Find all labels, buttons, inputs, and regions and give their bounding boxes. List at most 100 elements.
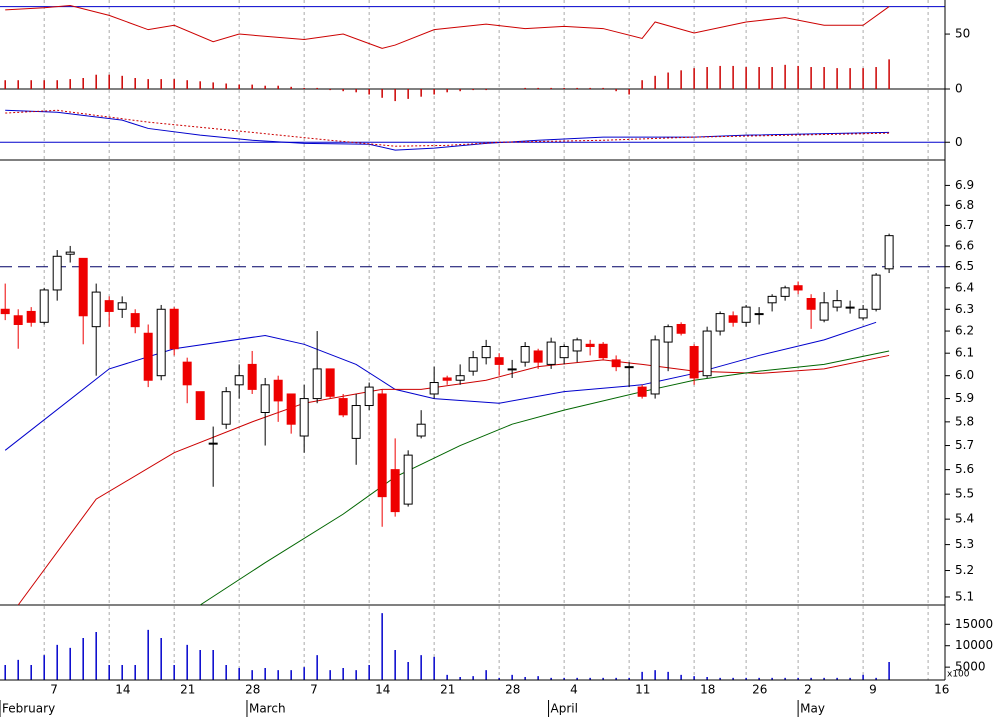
candle-body — [572, 339, 582, 352]
x-tick-label: 18 — [700, 683, 715, 697]
month-label: April — [551, 702, 578, 716]
candle-body — [416, 423, 426, 437]
y-tick-label: 15000 — [955, 617, 993, 631]
candle-body — [806, 298, 816, 310]
indicator-line — [5, 4, 890, 49]
y-tick-label: 5.8 — [955, 414, 974, 428]
candle-body — [468, 357, 478, 372]
candle-body — [767, 295, 777, 304]
x-tick-label: 14 — [375, 683, 390, 697]
candle-body — [559, 346, 569, 359]
indicator-line — [17, 354, 890, 606]
month-label: May — [800, 702, 825, 716]
candle-body — [481, 346, 491, 359]
month-label: March — [249, 702, 286, 716]
candle-body — [156, 308, 166, 377]
y-tick-label: 6.1 — [955, 346, 974, 360]
y-tick-label: 5.7 — [955, 438, 974, 452]
candle-body — [312, 368, 322, 400]
x-tick-label: 9 — [869, 683, 877, 697]
y-tick-label: 50 — [955, 27, 970, 41]
y-tick-label: 6.6 — [955, 238, 974, 252]
y-tick-label: 10000 — [955, 638, 993, 652]
x-tick-label: 28 — [505, 683, 520, 697]
x-tick-label: 16 — [934, 683, 949, 697]
candle-body — [663, 326, 673, 343]
candle-body — [546, 341, 556, 365]
y-tick-label: 5000 — [955, 660, 986, 674]
candle-body — [377, 393, 387, 498]
y-tick-label: 0 — [955, 135, 963, 149]
candle-body — [455, 375, 465, 381]
candle-body — [221, 391, 231, 425]
y-tick-label: 6.0 — [955, 368, 974, 382]
y-tick-label: 6.2 — [955, 324, 974, 338]
indicator-line — [5, 109, 890, 151]
candle-body — [754, 313, 764, 316]
unit-label: x100 — [947, 670, 970, 680]
y-tick-label: 5.3 — [955, 537, 974, 551]
candle-body — [624, 366, 634, 369]
candle-body — [26, 310, 36, 323]
indicator-line — [5, 109, 890, 147]
candle-body — [832, 300, 842, 308]
candle-body — [286, 393, 296, 425]
indicator-line — [199, 350, 890, 606]
x-tick-label: 2 — [804, 683, 812, 697]
candle-body — [208, 442, 218, 445]
candle-body — [650, 339, 660, 395]
y-tick-label: 5.4 — [955, 512, 974, 526]
candle-body — [169, 308, 179, 350]
candle-body — [637, 386, 647, 397]
candle-body — [325, 368, 335, 397]
candle-body — [533, 350, 543, 363]
candle-body — [871, 274, 881, 310]
candle-body — [364, 386, 374, 407]
x-tick-label: 21 — [440, 683, 455, 697]
candle-body — [65, 251, 75, 255]
candle-body — [702, 330, 712, 377]
y-tick-label: 5.9 — [955, 391, 974, 405]
candle-body — [442, 377, 452, 381]
candle-body — [728, 315, 738, 323]
candle-body — [611, 359, 621, 368]
candle-body — [689, 346, 699, 379]
y-tick-label: 0 — [955, 82, 963, 96]
y-tick-label: 6.7 — [955, 218, 974, 232]
candle-body — [0, 308, 10, 315]
x-tick-label: 7 — [310, 683, 318, 697]
y-tick-label: 5.1 — [955, 589, 974, 603]
candle-body — [39, 289, 49, 323]
candle-body — [741, 306, 751, 323]
candle-body — [429, 382, 439, 395]
month-label: February — [2, 702, 55, 716]
x-tick-label: 14 — [115, 683, 130, 697]
candle-body — [260, 384, 270, 413]
candle-body — [52, 255, 62, 291]
x-tick-label: 11 — [635, 683, 650, 697]
y-tick-label: 6.8 — [955, 198, 974, 212]
candle-body — [117, 302, 127, 310]
candle-body — [299, 398, 309, 437]
y-tick-label: 6.5 — [955, 259, 974, 273]
candle-body — [793, 285, 803, 291]
y-tick-label: 5.6 — [955, 462, 974, 476]
candle-body — [403, 454, 413, 505]
x-tick-label: 4 — [570, 683, 578, 697]
candle-body — [520, 346, 530, 363]
candle-body — [13, 315, 23, 325]
candle-body — [338, 398, 348, 416]
candle-body — [598, 343, 608, 359]
candle-body — [390, 469, 400, 513]
candle-body — [858, 308, 868, 319]
candle-body — [845, 306, 855, 309]
candle-body — [780, 287, 790, 297]
y-tick-label: 5.2 — [955, 563, 974, 577]
candle-body — [715, 313, 725, 332]
y-tick-label: 5.5 — [955, 487, 974, 501]
candle-body — [819, 302, 829, 321]
x-tick-label: 28 — [245, 683, 260, 697]
candle-body — [130, 313, 140, 328]
candle-body — [507, 368, 517, 371]
